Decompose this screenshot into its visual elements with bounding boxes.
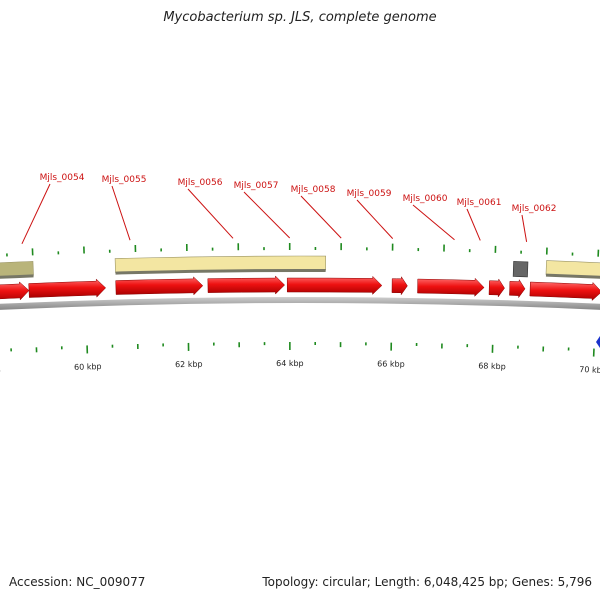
gene-label-leader (413, 205, 455, 240)
inner-tick-track (0, 342, 600, 358)
gene-arrow[interactable] (0, 282, 29, 302)
accession-text: Accession: NC_009077 (9, 575, 145, 589)
gene-arrow[interactable] (509, 280, 525, 298)
scale-label: 66 kbp (377, 359, 405, 368)
gene-arrow[interactable] (418, 278, 485, 296)
gene-arrow[interactable] (208, 276, 285, 294)
scale-label: 64 kbp (276, 359, 304, 368)
scale-label: 60 kbp (74, 362, 102, 372)
gene-label-leader (522, 215, 527, 242)
gene-label[interactable]: Mjls_0054 (40, 173, 85, 183)
scale-label: 58 kbp (0, 366, 1, 376)
gene-label[interactable]: Mjls_0061 (457, 198, 502, 208)
gene-labels: Mjls_0054 Mjls_0055 Mjls_0056 Mjls_0057 Mjls… (22, 173, 556, 244)
scale-label: 62 kbp (175, 360, 203, 369)
feature-marker[interactable] (513, 261, 528, 276)
gene-label-leader (22, 184, 50, 244)
gene-label-leader (357, 200, 393, 239)
edge-markers (596, 336, 600, 348)
gene-label[interactable]: Mjls_0057 (234, 181, 279, 191)
gene-label[interactable]: Mjls_0056 (178, 178, 223, 188)
genome-backbone (0, 297, 600, 321)
scale-labels: 58 kbp 60 kbp 62 kbp 64 kbp 66 kbp 68 kbp 70 k… (0, 359, 600, 376)
gene-label[interactable]: Mjls_0055 (102, 175, 147, 185)
gene-label[interactable]: Mjls_0060 (403, 194, 448, 204)
gene-arrow[interactable] (29, 279, 106, 297)
gene-label-leader (244, 192, 290, 238)
gene-label[interactable]: Mjls_0059 (347, 189, 392, 199)
gene-arrow[interactable] (392, 277, 407, 295)
gene-arrow[interactable] (116, 277, 203, 295)
scale-label: 68 kbp (478, 361, 506, 371)
gene-label-leader (112, 186, 130, 240)
gene-label[interactable]: Mjls_0058 (291, 185, 336, 195)
gene-arrow[interactable] (530, 282, 600, 300)
gene-arrow[interactable] (287, 276, 382, 294)
gene-label-leader (188, 189, 233, 238)
genome-summary-text: Topology: circular; Length: 6,048,425 bp… (262, 575, 592, 589)
gene-label-leader (467, 209, 480, 240)
gene-label-leader (301, 196, 341, 238)
gene-arrow[interactable] (489, 279, 505, 297)
scale-label: 70 kbp (579, 365, 600, 375)
backbone-track (0, 297, 600, 321)
edge-marker (596, 336, 600, 348)
genome-title: Mycobacterium sp. JLS, complete genome (0, 10, 600, 25)
gene-label[interactable]: Mjls_0062 (512, 204, 557, 214)
